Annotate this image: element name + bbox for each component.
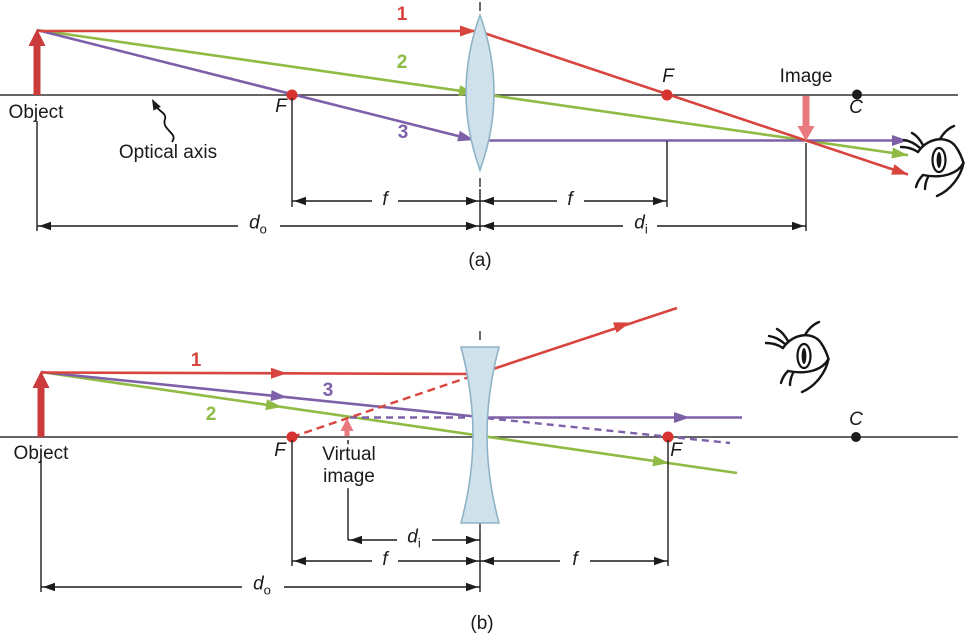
optical-axis-pointer-arrowhead — [152, 99, 161, 111]
di-label-b: di — [407, 526, 421, 551]
center-point-b — [851, 432, 861, 442]
observer-eye-b — [764, 320, 830, 394]
center-label-b: C — [849, 409, 863, 431]
focal-point-left-b — [286, 431, 298, 443]
ray1-label-b: 1 — [190, 350, 202, 372]
object-arrow-head-a — [28, 29, 46, 46]
ray2-mid-arrowhead-b — [265, 399, 282, 411]
ray3-label-b: 3 — [322, 380, 334, 402]
ray2-label-b: 2 — [205, 404, 217, 426]
virtual-image-arrow-head-b — [340, 418, 354, 431]
ray3-end-arrowhead-b — [674, 412, 690, 423]
dim-arrowheads-a — [39, 196, 804, 231]
caption-b: (b) — [470, 613, 494, 635]
di-label-a: di — [634, 212, 648, 237]
ray3-incident-line-a — [36, 28, 479, 143]
ray2-end-arrowhead-b — [652, 455, 669, 467]
optical-axis-label: Optical axis — [118, 142, 218, 164]
focal-point-right-a — [661, 89, 673, 101]
observer-eye-a — [899, 124, 965, 198]
focal-point-right-b — [662, 431, 674, 443]
ray1-incident-line-b — [40, 371, 479, 376]
virtual-image-label-b: Virtual image — [320, 444, 378, 488]
ray2-line-b — [40, 370, 738, 475]
ray3-incident-line-b — [40, 370, 481, 419]
ray1-end-arrowhead-b — [613, 322, 630, 333]
focal-left-label-a: F — [275, 96, 287, 118]
ray3-label-a: 3 — [397, 122, 409, 144]
image-label-a: Image — [779, 66, 833, 88]
focal-point-left-a — [286, 89, 298, 101]
ray1-mid-arrowhead-b — [271, 367, 287, 379]
image-arrow-head-a — [797, 126, 815, 141]
focal-left-label-b: F — [274, 440, 286, 462]
diagram-b — [0, 306, 958, 592]
center-point-a — [852, 89, 862, 100]
ray2-end-arrowhead-a — [891, 147, 908, 159]
optical-axis-pointer-squiggle — [154, 104, 175, 143]
object-label-b: Object — [13, 443, 69, 465]
ray1-mid-arrowhead-a — [460, 25, 476, 37]
center-label-a: C — [849, 97, 863, 119]
ray1-backward-extension-dashed-b — [291, 372, 479, 439]
dim-arrowheads-b — [43, 535, 666, 592]
f-left-label-b: f — [382, 549, 388, 571]
converging-lens — [465, 12, 495, 173]
ray3-mid-arrowhead-b — [270, 390, 287, 402]
focal-right-label-b: F — [670, 440, 682, 462]
do-label-b: do — [253, 573, 271, 598]
ray1-label-a: 1 — [396, 4, 408, 26]
diverging-lens — [459, 346, 501, 524]
ray1-refracted-line-b — [477, 306, 678, 376]
ray1-end-arrowhead-a — [891, 164, 908, 175]
do-label-a: do — [249, 212, 267, 237]
ray3-mid-arrowhead-a — [457, 130, 474, 142]
ray3-continuation-dashed-b — [486, 417, 731, 445]
object-label-a: Object — [8, 102, 64, 124]
object-arrow-head-b — [32, 371, 50, 388]
ray3-end-arrowhead-a — [892, 135, 908, 146]
focal-right-label-a: F — [662, 66, 674, 88]
f-right-label-b: f — [572, 549, 578, 571]
diagram-a — [0, 2, 965, 231]
ray2-label-a: 2 — [396, 52, 408, 74]
f-left-label-a: f — [382, 189, 388, 211]
caption-a: (a) — [468, 250, 492, 272]
f-right-label-a: f — [567, 189, 573, 211]
ray1-refracted-line-a — [477, 29, 909, 176]
